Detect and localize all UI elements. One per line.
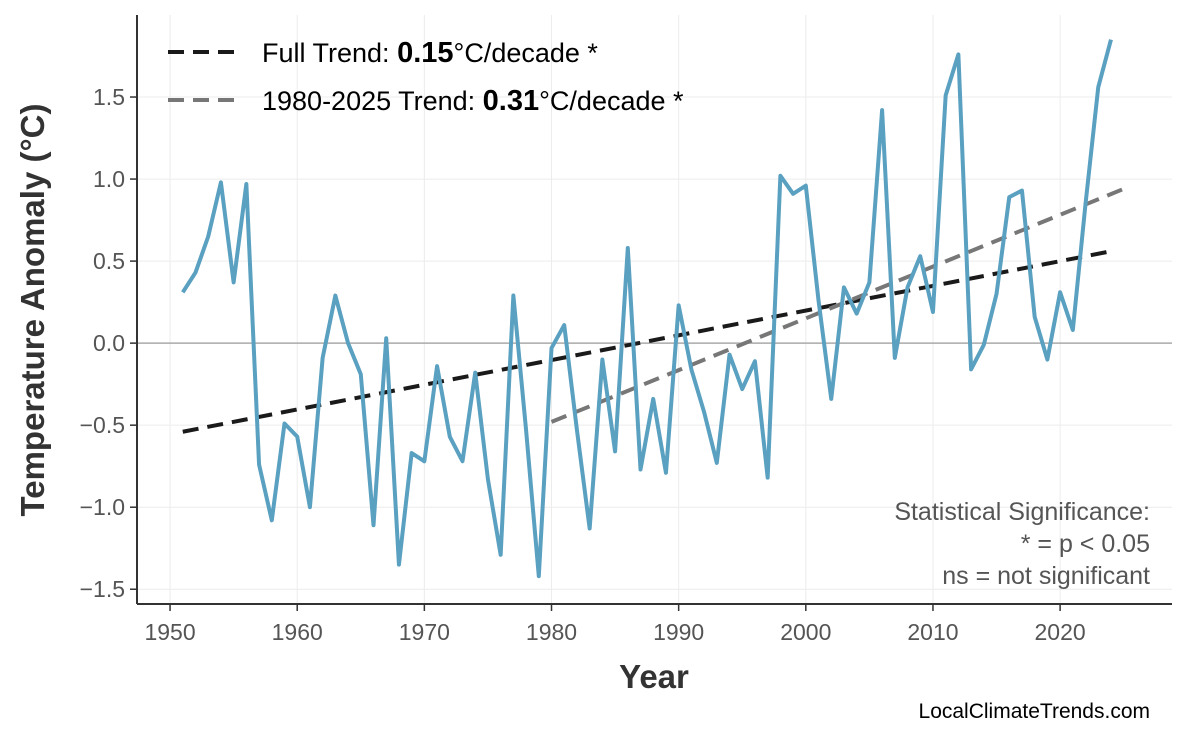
y-tick-label: −1.5 (80, 576, 125, 602)
series-points (182, 39, 1112, 577)
ticks: 1950 1960 1970 1980 1990 2000 2010 2020 −1.5 −1.0… (80, 84, 1086, 645)
x-tick-label: 1990 (653, 619, 704, 645)
annotation-line: * = p < 0.05 (1021, 530, 1150, 558)
annotation-line: ns = not significant (942, 562, 1150, 590)
x-tick-label: 2020 (1035, 619, 1086, 645)
x-tick-label: 1970 (399, 619, 450, 645)
x-tick-label: 2000 (780, 619, 831, 645)
legend-label: 1980-2025 Trend: 0.31°C/decade * (262, 85, 684, 117)
y-tick-label: 1.5 (93, 84, 125, 110)
significance-annotation: Statistical Significance: * = p < 0.05 ns … (894, 498, 1150, 590)
trend-lines (182, 187, 1125, 434)
y-tick-label: 1.0 (93, 166, 125, 192)
y-axis-label: Temperature Anomaly (°C) (14, 104, 51, 517)
y-tick-label: −1.0 (80, 494, 125, 520)
axes (136, 15, 1172, 605)
full-trend-line (182, 249, 1112, 434)
recent-trend-line (550, 187, 1125, 424)
series-line (181, 39, 1113, 579)
y-tick-label: 0.0 (93, 330, 125, 356)
x-tick-label: 1960 (272, 619, 323, 645)
watermark: LocalClimateTrends.com (919, 700, 1150, 723)
x-axis-label: Year (619, 658, 689, 695)
legend: Full Trend: 0.15°C/decade * 1980-2025 Tre… (168, 37, 684, 117)
y-tick-label: −0.5 (80, 412, 125, 438)
annotation-line: Statistical Significance: (894, 498, 1150, 526)
legend-label: Full Trend: 0.15°C/decade * (262, 37, 598, 69)
y-tick-label: 0.5 (93, 248, 125, 274)
x-tick-label: 2010 (907, 619, 958, 645)
x-tick-label: 1950 (144, 619, 195, 645)
x-tick-label: 1980 (526, 619, 577, 645)
